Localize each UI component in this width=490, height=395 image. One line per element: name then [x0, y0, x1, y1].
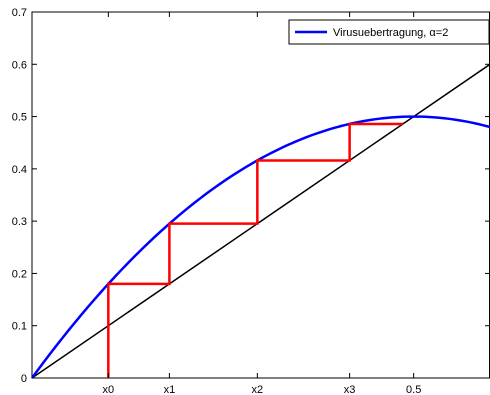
- diagonal-series: [31, 63, 490, 379]
- y-tick-label: 0.5: [12, 112, 27, 124]
- x-tick-label: x2: [252, 384, 264, 395]
- axes-box: [31, 11, 490, 379]
- x-tick-label: 0.5: [406, 384, 421, 395]
- y-tick-label: 0.4: [12, 164, 27, 176]
- legend-label: Virusuebertragung, α=2: [333, 27, 448, 39]
- y-tick-label: 0.6: [12, 59, 27, 71]
- y-axis: 0 0.1 0.2 0.3 0.4 0.5 0.6 0.7: [12, 7, 490, 385]
- curve-series: [30, 115, 490, 379]
- x-tick-label: x3: [344, 384, 356, 395]
- x-axis: x0 x1 x2 x3 0.5: [103, 12, 421, 395]
- x-tick-label: x1: [164, 384, 176, 395]
- legend: Virusuebertragung, α=2: [288, 19, 490, 45]
- y-tick-label: 0.3: [12, 216, 27, 228]
- y-tick-label: 0.7: [12, 7, 27, 19]
- x-tick-label: x0: [103, 384, 115, 395]
- y-tick-label: 0.1: [12, 321, 27, 333]
- plot-area: [30, 11, 490, 379]
- y-tick-label: 0.2: [12, 268, 27, 280]
- y-tick-label: 0: [21, 373, 27, 385]
- cobweb-series: [107, 122, 403, 378]
